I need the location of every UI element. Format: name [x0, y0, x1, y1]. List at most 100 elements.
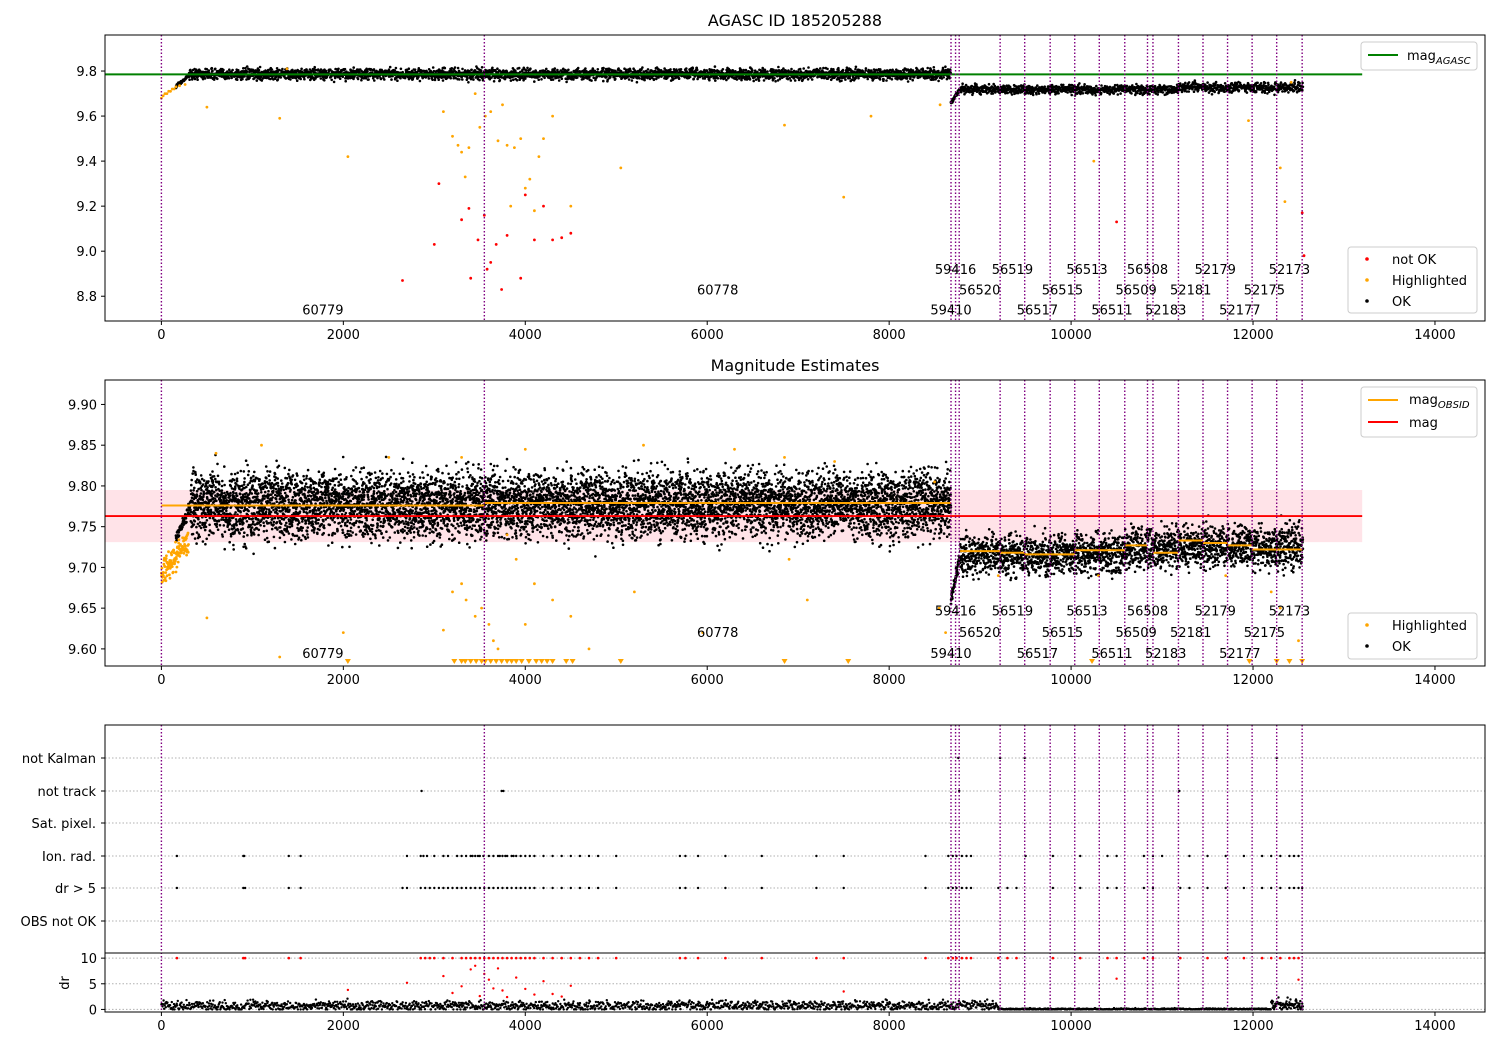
ok-point: [1070, 93, 1073, 97]
ok-point: [453, 66, 457, 69]
not-ok-point: [469, 276, 473, 280]
ok-point: [906, 80, 910, 83]
ok-point: [630, 79, 634, 82]
highlighted-point: [1092, 159, 1096, 163]
ok-legend-swatch: [1365, 299, 1369, 303]
ok-point: [341, 75, 345, 79]
ok-point: [691, 67, 695, 70]
ok-point: [231, 68, 234, 72]
ok-point: [854, 67, 857, 71]
ok-point: [875, 76, 879, 79]
ok-point: [1112, 92, 1116, 95]
ok-point: [1296, 86, 1299, 89]
top-panel-title: AGASC ID 185205288: [708, 11, 882, 30]
top-legend-points: not OK Highlighted OK: [1347, 246, 1478, 314]
ok-point: [431, 66, 435, 69]
highlighted-point: [509, 204, 513, 208]
highlighted-point: [513, 146, 516, 150]
ok-point: [560, 77, 564, 80]
top-panel: AGASC ID 185205288 607796077859410594165…: [76, 11, 1486, 343]
not-ok-point: [437, 182, 441, 186]
ok-point: [911, 78, 914, 82]
ok-point: [557, 79, 561, 82]
ok-point: [1228, 89, 1231, 93]
y-tick-label: 8.8: [76, 290, 97, 305]
highlighted-point: [463, 175, 467, 179]
ok-point: [313, 65, 317, 69]
highlighted-point: [165, 92, 169, 95]
highlighted-point: [528, 177, 532, 181]
obsid-label: 56520: [959, 283, 1000, 298]
highlighted-point: [346, 155, 350, 159]
ok-point: [551, 78, 555, 81]
x-tick-label: 10000: [1050, 328, 1091, 343]
highlighted-point: [178, 84, 182, 88]
ok-point: [492, 80, 496, 83]
ok-point: [1293, 82, 1296, 85]
x-tick-label: 4000: [509, 328, 542, 343]
ok-point: [1037, 92, 1041, 95]
ok-point: [1010, 93, 1014, 96]
obsid-label: 52181: [1170, 283, 1211, 298]
y-tick-label: 9.6: [76, 110, 97, 125]
ok-point: [1125, 84, 1129, 88]
ok-point: [1273, 93, 1276, 97]
ok-point: [303, 77, 306, 81]
ok-point: [773, 77, 776, 80]
ok-point: [330, 78, 334, 82]
ok-legend-label: OK: [1392, 295, 1411, 310]
highlighted-point: [569, 204, 573, 208]
ok-point: [461, 78, 464, 81]
ok-point: [366, 69, 369, 73]
middle-panel-title: Magnitude Estimates: [711, 356, 880, 375]
ok-point: [418, 79, 422, 83]
not-ok-point: [432, 243, 436, 246]
not-ok-point: [489, 261, 493, 264]
ok-point: [427, 77, 431, 80]
ok-point: [524, 69, 528, 72]
obsid-label: 56513: [1066, 263, 1107, 278]
ok-point: [602, 66, 605, 70]
ok-point: [932, 66, 936, 69]
obsid-label: 56517: [1017, 304, 1058, 319]
ok-point: [961, 82, 964, 85]
highlighted-legend-swatch: [1365, 278, 1369, 282]
ok-point: [937, 79, 940, 83]
ok-point: [840, 79, 843, 83]
ok-point: [987, 82, 991, 86]
ok-point: [401, 70, 405, 74]
ok-point: [1298, 81, 1301, 85]
ok-point: [576, 66, 580, 70]
ok-point: [1036, 84, 1039, 87]
ok-point: [614, 77, 617, 81]
ok-point: [642, 70, 646, 73]
x-tick-label: 12000: [1232, 328, 1273, 343]
ok-point: [258, 65, 262, 69]
ok-point: [1263, 81, 1267, 85]
ok-point: [211, 69, 214, 73]
not-ok-point: [519, 276, 523, 280]
ok-point: [1043, 85, 1046, 88]
ok-point: [1293, 79, 1297, 82]
ok-point: [1119, 92, 1122, 95]
ok-point: [926, 66, 929, 70]
not-ok-point: [494, 243, 498, 246]
highlighted-point: [161, 94, 165, 98]
ok-point: [216, 77, 219, 81]
highlighted-point: [551, 114, 554, 118]
ok-point: [1078, 82, 1081, 85]
ok-point: [777, 65, 780, 69]
highlighted-point: [174, 85, 178, 89]
ok-point: [241, 77, 244, 81]
ok-point: [260, 79, 264, 82]
top-panel-plot-area: 6077960778594105941656520565195651756515…: [105, 35, 1363, 321]
ok-point: [1100, 84, 1103, 87]
ok-point: [788, 76, 791, 80]
highlighted-point: [1283, 200, 1287, 204]
ok-point: [793, 79, 797, 82]
ok-point: [498, 78, 502, 82]
ok-point: [819, 67, 822, 70]
ok-point: [196, 78, 199, 81]
ok-point: [461, 67, 464, 71]
